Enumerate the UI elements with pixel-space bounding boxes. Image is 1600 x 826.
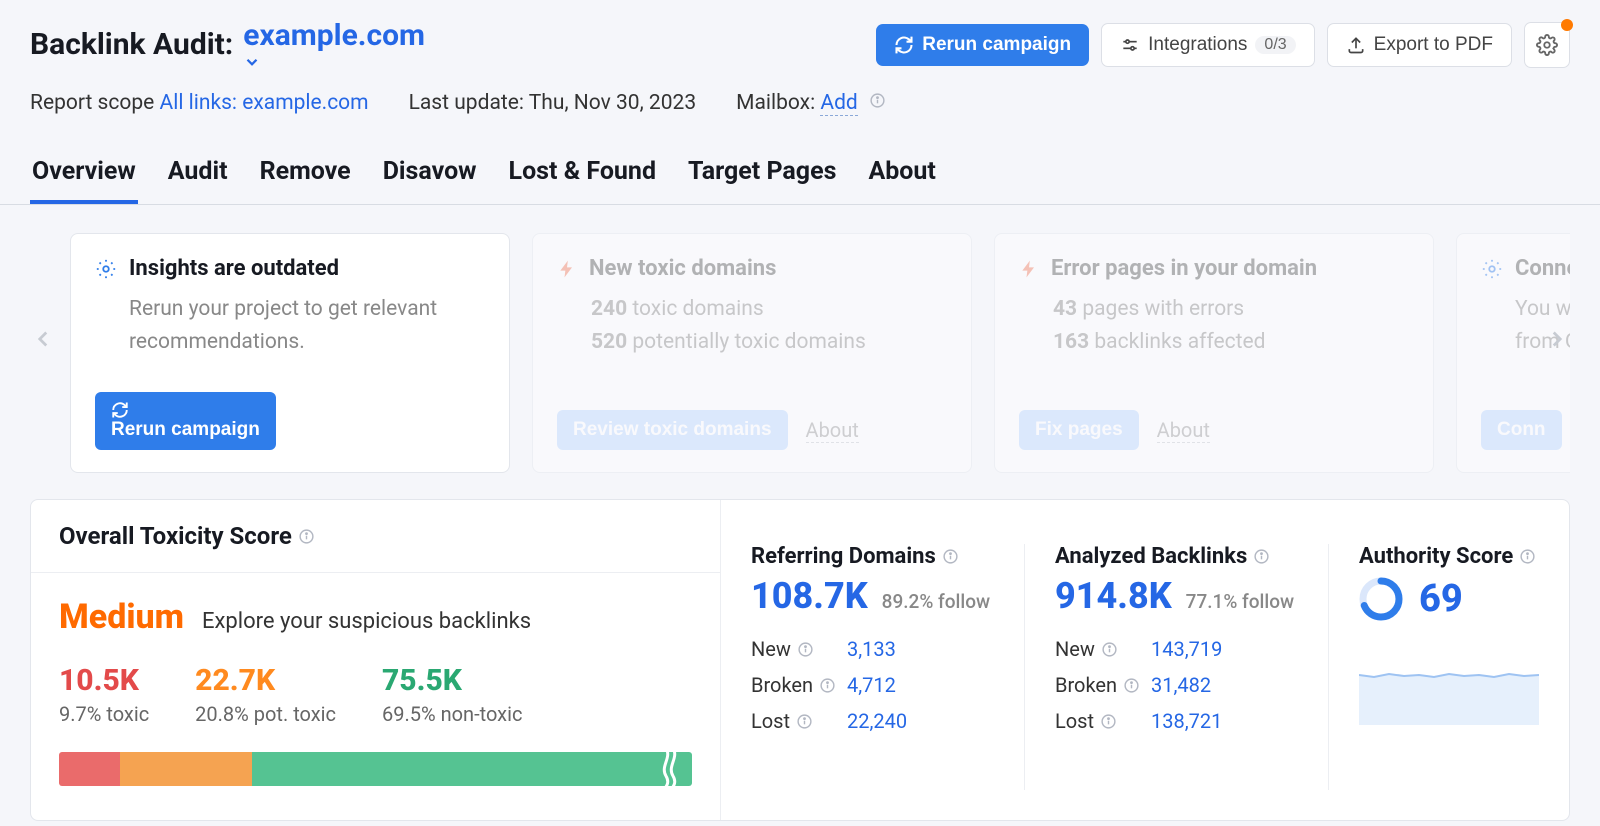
tab-lost-found[interactable]: Lost & Found — [507, 157, 658, 204]
stat-link[interactable]: 22,240 — [847, 709, 907, 733]
card-title: Error pages in your domain — [1051, 256, 1317, 281]
toxicity-bar-segment — [120, 752, 252, 786]
domain-selector[interactable]: example.com — [243, 18, 425, 71]
tab-overview[interactable]: Overview — [30, 157, 138, 204]
gear-icon — [1481, 258, 1503, 280]
info-icon[interactable] — [797, 641, 814, 658]
rerun-campaign-button[interactable]: Rerun campaign — [876, 24, 1089, 66]
settings-button[interactable] — [1524, 22, 1570, 68]
stat-link[interactable]: 31,482 — [1151, 673, 1211, 697]
card-title: Connect — [1515, 256, 1570, 281]
insight-card: New toxic domains 240 toxic domains520 p… — [532, 233, 972, 473]
card-primary-action[interactable]: Rerun campaign — [95, 392, 276, 450]
bolt-icon — [557, 258, 577, 280]
authority-donut — [1359, 577, 1403, 621]
scope-link[interactable]: All links: example.com — [160, 91, 369, 115]
stat-row: Lost 22,240 — [751, 703, 994, 739]
tab-target-pages[interactable]: Target Pages — [686, 157, 838, 204]
tab-about[interactable]: About — [866, 157, 937, 204]
toxicity-score-section: Overall Toxicity Score Medium Explore yo… — [31, 500, 721, 820]
stat-row: Broken 31,482 — [1055, 667, 1298, 703]
toxicity-bar-segment — [252, 752, 692, 786]
info-icon[interactable] — [1100, 713, 1117, 730]
upload-icon — [1346, 35, 1366, 55]
stat-row: New 3,133 — [751, 631, 994, 667]
info-icon[interactable] — [1123, 677, 1140, 694]
referring-domains-col: Referring Domains 108.7K 89.2% follow Ne… — [721, 544, 1025, 790]
tab-disavow[interactable]: Disavow — [381, 157, 479, 204]
toxicity-count-non: 75.5K69.5% non-toxic — [382, 663, 522, 726]
card-body: 43 pages with errors163 backlinks affect… — [1019, 281, 1409, 396]
authority-score-col: Authority Score 69 — [1329, 544, 1569, 790]
card-body: 240 toxic domains520 potentially toxic d… — [557, 281, 947, 396]
analyzed-value[interactable]: 914.8K — [1055, 575, 1172, 617]
overview-panel: Overall Toxicity Score Medium Explore yo… — [30, 499, 1570, 821]
card-title: Insights are outdated — [129, 256, 339, 281]
authority-value[interactable]: 69 — [1419, 577, 1463, 621]
stat-link[interactable]: 138,721 — [1151, 709, 1222, 733]
toxicity-bar — [59, 752, 692, 786]
carousel-prev[interactable] — [30, 319, 56, 359]
mailbox-add-link[interactable]: Add — [820, 91, 857, 116]
meta-row: Report scope All links: example.com Last… — [30, 71, 1570, 115]
toxicity-count-pot: 22.7K20.8% pot. toxic — [195, 663, 336, 726]
info-icon[interactable] — [869, 92, 886, 109]
integrations-count: 0/3 — [1255, 36, 1295, 54]
gear-icon — [1536, 34, 1558, 56]
report-scope: Report scope All links: example.com — [30, 91, 369, 115]
tab-audit[interactable]: Audit — [166, 157, 230, 204]
authority-sparkline — [1359, 655, 1539, 725]
refresh-icon — [894, 35, 914, 55]
ots-title: Overall Toxicity Score — [59, 522, 292, 550]
card-primary-action[interactable]: Fix pages — [1019, 410, 1139, 450]
insight-carousel: Insights are outdated Rerun your project… — [30, 233, 1570, 473]
stat-link[interactable]: 143,719 — [1151, 637, 1222, 661]
title-prefix: Backlink Audit: — [30, 27, 233, 62]
gear-icon — [95, 258, 117, 280]
card-primary-action[interactable]: Review toxic domains — [557, 410, 788, 450]
stat-link[interactable]: 3,133 — [847, 637, 896, 661]
info-icon[interactable] — [1253, 548, 1270, 565]
info-icon[interactable] — [1519, 548, 1536, 565]
page-title: Backlink Audit: example.com — [30, 18, 864, 71]
insight-card: Error pages in your domain 43 pages with… — [994, 233, 1434, 473]
referring-value[interactable]: 108.7K — [751, 575, 868, 617]
stat-link[interactable]: 4,712 — [847, 673, 896, 697]
chevron-down-icon — [243, 53, 425, 71]
tabs: Overview Audit Remove Disavow Lost & Found Ta… — [0, 115, 1600, 205]
last-update: Last update: Thu, Nov 30, 2023 — [409, 91, 697, 115]
tab-remove[interactable]: Remove — [258, 157, 353, 204]
toxicity-subtitle: Explore your suspicious backlinks — [202, 609, 531, 634]
stat-row: Lost 138,721 — [1055, 703, 1298, 739]
toxicity-level: Medium — [59, 597, 184, 637]
bolt-icon — [1019, 258, 1039, 280]
info-icon[interactable] — [819, 677, 836, 694]
card-body: Rerun your project to get relevant recom… — [95, 281, 485, 378]
analyzed-backlinks-col: Analyzed Backlinks 914.8K 77.1% follow N… — [1025, 544, 1329, 790]
analyzed-follow: 77.1% follow — [1186, 590, 1294, 613]
integrations-button[interactable]: Integrations 0/3 — [1101, 23, 1315, 67]
info-icon[interactable] — [1101, 641, 1118, 658]
referring-follow: 89.2% follow — [882, 590, 990, 613]
card-secondary-link[interactable]: About — [806, 418, 859, 443]
stat-row: New 143,719 — [1055, 631, 1298, 667]
sliders-icon — [1120, 35, 1140, 55]
toxicity-counts: 10.5K9.7% toxic 22.7K20.8% pot. toxic 75.5… — [59, 637, 692, 726]
info-icon[interactable] — [796, 713, 813, 730]
card-secondary-link[interactable]: About — [1157, 418, 1210, 443]
info-icon[interactable] — [942, 548, 959, 565]
toxicity-bar-segment — [59, 752, 120, 786]
stat-row: Broken 4,712 — [751, 667, 994, 703]
carousel-next[interactable] — [1544, 319, 1570, 359]
insight-card: Insights are outdated Rerun your project… — [70, 233, 510, 473]
mailbox: Mailbox: Add — [736, 91, 886, 115]
info-icon[interactable] — [298, 528, 315, 545]
card-primary-action[interactable]: Conn — [1481, 410, 1562, 450]
toxicity-count-toxic: 10.5K9.7% toxic — [59, 663, 149, 726]
export-pdf-button[interactable]: Export to PDF — [1327, 23, 1512, 67]
card-title: New toxic domains — [589, 256, 776, 281]
